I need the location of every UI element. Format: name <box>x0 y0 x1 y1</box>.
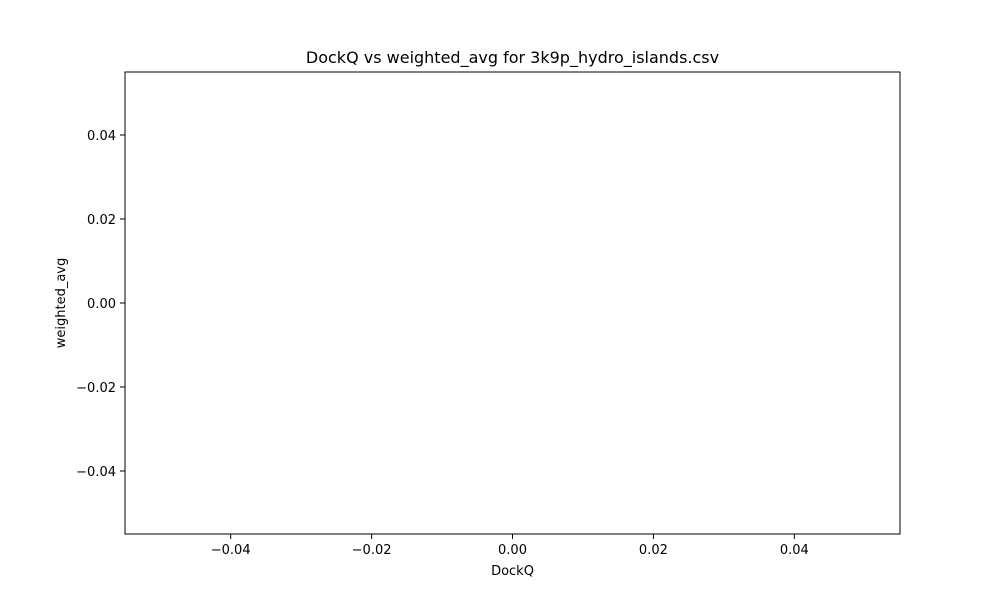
y-axis: −0.04 −0.02 0.00 0.02 0.04 <box>76 129 125 480</box>
plot-area <box>124 71 901 535</box>
x-tick-label: 0.04 <box>780 543 809 558</box>
y-tick-label: 0.04 <box>87 129 116 144</box>
y-tick-label: 0.00 <box>87 297 116 312</box>
x-axis: −0.04 −0.02 0.00 0.02 0.04 <box>211 534 809 558</box>
chart-title: DockQ vs weighted_avg for 3k9p_hydro_isl… <box>306 48 719 68</box>
y-tick-label: 0.02 <box>87 213 116 228</box>
y-tick-label: −0.02 <box>76 381 116 396</box>
y-tick-label: −0.04 <box>76 465 116 480</box>
x-tick-label: 0.00 <box>498 543 527 558</box>
x-tick-label: −0.04 <box>211 543 251 558</box>
x-tick-label: −0.02 <box>352 543 392 558</box>
x-tick-label: 0.02 <box>639 543 668 558</box>
x-axis-label: DockQ <box>491 564 534 579</box>
y-axis-label: weighted_avg <box>54 258 69 349</box>
